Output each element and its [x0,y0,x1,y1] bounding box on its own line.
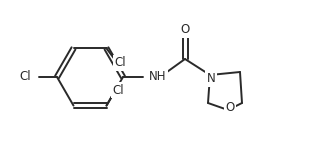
Text: O: O [225,101,235,114]
Text: Cl: Cl [19,71,31,84]
Text: N: N [207,72,215,85]
Text: Cl: Cl [115,56,126,69]
Text: O: O [180,23,190,36]
Text: NH: NH [149,71,166,84]
Text: Cl: Cl [113,84,124,97]
